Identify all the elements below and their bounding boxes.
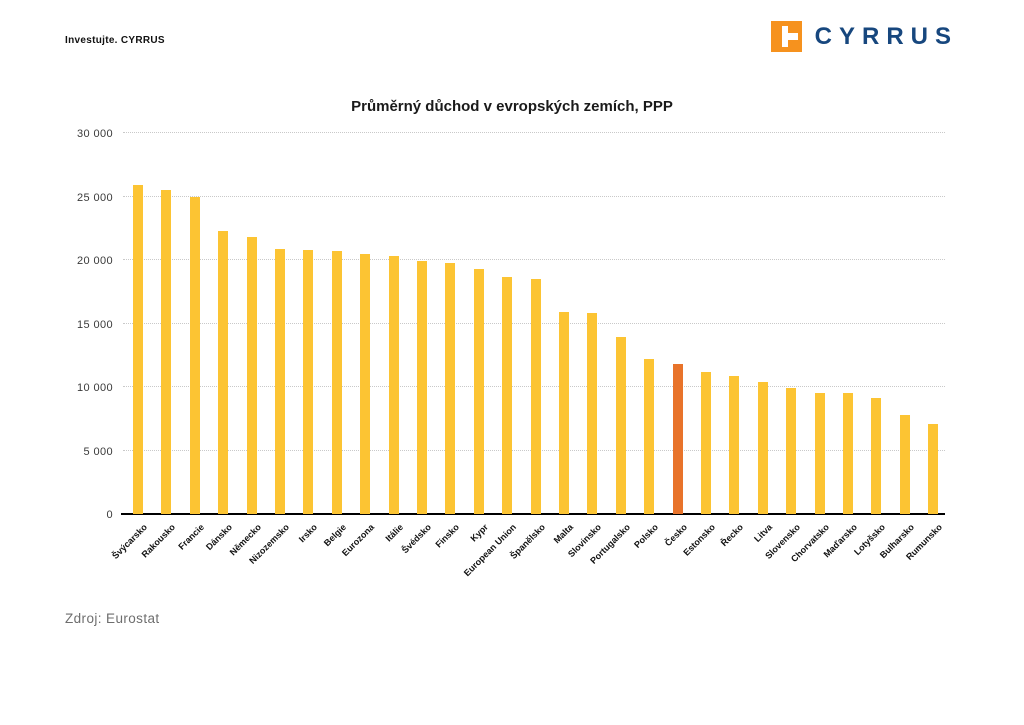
x-axis-label-Francie: Francie [176,522,206,552]
brand-tagline: Investujte. CYRRUS [65,35,165,46]
y-tick-label: 30 000 [76,128,113,140]
bar-European Union [502,276,513,514]
cyrrus-logo-text: CYRRUS [814,23,958,50]
bar-Francie [189,196,200,514]
bar-Irsko [303,249,314,514]
y-tick-label: 15 000 [76,318,113,331]
bar-Slovinsko [587,313,598,514]
y-tick-label: 0 [106,509,113,521]
x-axis-label-Česko: Česko [662,522,689,549]
gridline-30000 [123,132,945,133]
logo-glyph-horizontal-bar [781,33,798,40]
y-tick-label: 20 000 [76,255,113,267]
bar-Portugalsko [615,337,626,514]
x-axis-label-Polsko: Polsko [632,522,661,550]
bar-Dánsko [218,230,229,514]
bar-Slovensko [786,388,797,514]
bar-Lotyšsko [871,398,882,514]
y-tick-label: 5 000 [83,445,113,458]
chart-title: Průměrný důchod v evropských zemích, PPP [351,98,673,115]
bar-Litva [757,381,768,514]
bar-Estonsko [701,371,711,514]
x-axis-label-Švédsko: Švédsko [399,522,434,556]
x-axis-label-European Union: European Union [462,522,519,579]
x-axis-label-Itálie: Itálie [383,522,405,544]
bar-Finsko [445,262,456,514]
bar-Španělsko [530,279,541,514]
bar-Kypr [473,268,484,514]
source-note: Zdroj: Eurostat [65,611,160,626]
bar-Švýcarsko [133,185,143,514]
x-axis-label-Finsko: Finsko [433,522,462,550]
bar-Chorvatsko [814,393,825,514]
bar-Malta [559,312,569,514]
bar-Rumunsko [928,423,939,514]
bar-Itálie [388,256,399,514]
bar-Řecko [729,375,740,514]
bar-Belgie [331,251,342,514]
x-axis-line [121,513,945,515]
bar-Rakousko [161,190,172,514]
gridline-20000 [123,259,945,260]
bar-Německo [246,237,257,514]
bar-Eurozona [360,253,371,514]
bar-Česko [672,364,683,514]
cyrrus-logo-icon [770,21,802,52]
bar-Polsko [644,359,655,514]
x-axis-label-Irsko: Irsko [297,522,320,545]
x-axis-label-Belgie: Belgie [321,522,348,549]
bar-Maďarsko [843,393,853,514]
x-axis-label-Kypr: Kypr [468,522,490,544]
x-axis-label-Litva: Litva [751,522,774,544]
x-axis-label-Malta: Malta [551,522,576,546]
bar-Švédsko [417,261,427,514]
gridline-25000 [123,195,945,197]
bar-Bulharsko [899,414,910,514]
bar-Nizozemsko [275,248,285,514]
cyrrus-logo: CYRRUS [770,21,958,52]
y-tick-label: 10 000 [76,382,113,394]
y-tick-label: 25 000 [76,191,113,204]
x-axis-label-Řecko: Řecko [719,522,746,549]
